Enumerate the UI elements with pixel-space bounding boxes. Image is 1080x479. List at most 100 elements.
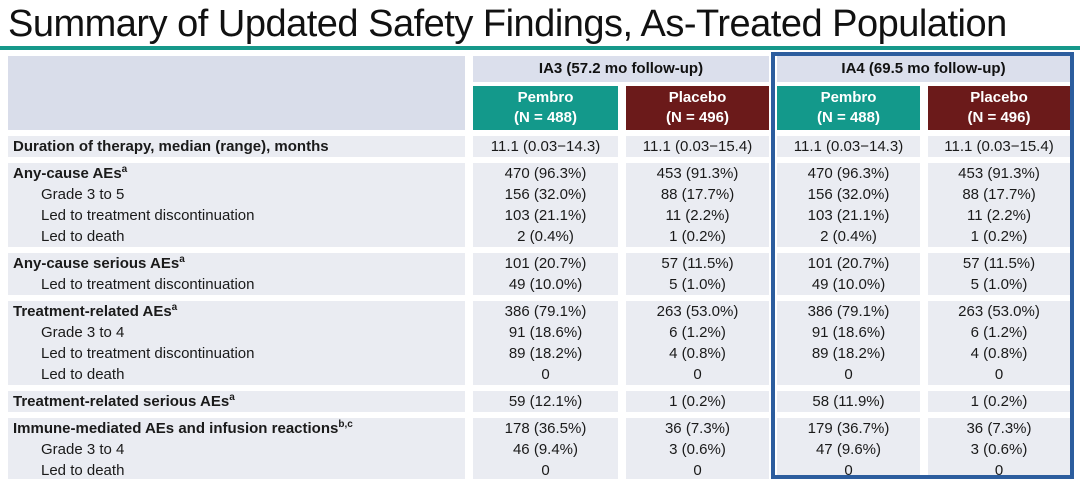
value-cell: 453 (91.3%) bbox=[626, 163, 769, 184]
value-cell: 6 (1.2%) bbox=[626, 322, 769, 343]
value-cell: 1 (0.2%) bbox=[626, 391, 769, 412]
row-label: Led to death bbox=[8, 460, 465, 479]
value-cell: 88 (17.7%) bbox=[928, 184, 1070, 205]
value-cell: 0 bbox=[777, 364, 920, 385]
column-name: Placebo bbox=[970, 89, 1028, 106]
footnote-marker: a bbox=[171, 302, 178, 313]
column-name: Pembro bbox=[517, 89, 574, 106]
value-cell: 11.1 (0.03−14.3) bbox=[473, 136, 618, 157]
value-cell: 3 (0.6%) bbox=[928, 439, 1070, 460]
row-label: Treatment-related serious AEsa bbox=[8, 391, 465, 412]
value-cell: 11.1 (0.03−15.4) bbox=[928, 136, 1070, 157]
value-cell: 5 (1.0%) bbox=[928, 274, 1070, 295]
row-label: Grade 3 to 4 bbox=[8, 439, 465, 460]
value-cell: 4 (0.8%) bbox=[928, 343, 1070, 364]
column-n: (N = 488) bbox=[817, 109, 880, 126]
row-label: Duration of therapy, median (range), mon… bbox=[8, 136, 465, 157]
value-cell: 103 (21.1%) bbox=[473, 205, 618, 226]
value-cell: 0 bbox=[626, 364, 769, 385]
value-cell: 5 (1.0%) bbox=[626, 274, 769, 295]
title-underline bbox=[0, 46, 1080, 50]
column-header-ia3-placebo: Placebo (N = 496) bbox=[626, 86, 769, 130]
value-cell: 179 (36.7%) bbox=[777, 418, 920, 439]
value-cell: 386 (79.1%) bbox=[473, 301, 618, 322]
column-name: Placebo bbox=[668, 89, 727, 106]
column-n: (N = 496) bbox=[967, 109, 1031, 126]
value-cell: 88 (17.7%) bbox=[626, 184, 769, 205]
value-cell: 3 (0.6%) bbox=[626, 439, 769, 460]
column-n: (N = 496) bbox=[666, 109, 729, 126]
value-cell: 0 bbox=[626, 460, 769, 479]
table-row-group: Any-cause AEsa 470 (96.3%) 453 (91.3%) 470 … bbox=[8, 163, 1072, 247]
value-cell: 1 (0.2%) bbox=[626, 226, 769, 247]
column-group-ia4: IA4 (69.5 mo follow-up) bbox=[777, 56, 1070, 82]
column-group-ia3: IA3 (57.2 mo follow-up) bbox=[473, 56, 769, 82]
row-label: Treatment-related AEsa bbox=[8, 301, 465, 322]
column-header-ia3-pembro: Pembro (N = 488) bbox=[473, 86, 618, 130]
value-cell: 0 bbox=[473, 364, 618, 385]
footnote-marker: a bbox=[229, 392, 235, 403]
footnote-marker: a bbox=[179, 254, 185, 265]
table-body: Duration of therapy, median (range), mon… bbox=[8, 136, 1072, 479]
footnote-marker: a bbox=[121, 164, 128, 175]
value-cell: 58 (11.9%) bbox=[777, 391, 920, 412]
value-cell: 49 (10.0%) bbox=[777, 274, 920, 295]
value-cell: 11 (2.2%) bbox=[928, 205, 1070, 226]
value-cell: 46 (9.4%) bbox=[473, 439, 618, 460]
table-row-group: Any-cause serious AEsa 101 (20.7%) 57 (11.… bbox=[8, 253, 1072, 295]
value-cell: 11 (2.2%) bbox=[626, 205, 769, 226]
row-label: Any-cause serious AEsa bbox=[8, 253, 465, 274]
row-label: Grade 3 to 5 bbox=[8, 184, 465, 205]
value-cell: 2 (0.4%) bbox=[473, 226, 618, 247]
table-header: IA3 (57.2 mo follow-up) IA4 (69.5 mo fol… bbox=[8, 56, 1072, 130]
table-row-group: Immune-mediated AEs and infusion reactio… bbox=[8, 418, 1072, 479]
row-label: Led to treatment discontinuation bbox=[8, 205, 465, 226]
value-cell: 386 (79.1%) bbox=[777, 301, 920, 322]
row-label: Any-cause AEsa bbox=[8, 163, 465, 184]
value-cell: 101 (20.7%) bbox=[777, 253, 920, 274]
value-cell: 101 (20.7%) bbox=[473, 253, 618, 274]
row-label: Led to treatment discontinuation bbox=[8, 274, 465, 295]
value-cell: 2 (0.4%) bbox=[777, 226, 920, 247]
table-row-group: Treatment-related AEsa 386 (79.1%) 263 (53… bbox=[8, 301, 1072, 385]
value-cell: 59 (12.1%) bbox=[473, 391, 618, 412]
slide-title: Summary of Updated Safety Findings, As-T… bbox=[8, 3, 1007, 45]
value-cell: 0 bbox=[928, 460, 1070, 479]
row-label: Led to treatment discontinuation bbox=[8, 343, 465, 364]
safety-table: IA3 (57.2 mo follow-up) IA4 (69.5 mo fol… bbox=[0, 50, 1080, 479]
value-cell: 103 (21.1%) bbox=[777, 205, 920, 226]
value-cell: 36 (7.3%) bbox=[626, 418, 769, 439]
table-row-group: Duration of therapy, median (range), mon… bbox=[8, 136, 1072, 157]
value-cell: 156 (32.0%) bbox=[777, 184, 920, 205]
value-cell: 11.1 (0.03−15.4) bbox=[626, 136, 769, 157]
value-cell: 36 (7.3%) bbox=[928, 418, 1070, 439]
value-cell: 1 (0.2%) bbox=[928, 391, 1070, 412]
value-cell: 4 (0.8%) bbox=[626, 343, 769, 364]
value-cell: 1 (0.2%) bbox=[928, 226, 1070, 247]
value-cell: 89 (18.2%) bbox=[473, 343, 618, 364]
table-corner-cell bbox=[8, 56, 465, 130]
value-cell: 47 (9.6%) bbox=[777, 439, 920, 460]
value-cell: 11.1 (0.03−14.3) bbox=[777, 136, 920, 157]
value-cell: 263 (53.0%) bbox=[928, 301, 1070, 322]
column-name: Pembro bbox=[820, 89, 877, 106]
value-cell: 470 (96.3%) bbox=[473, 163, 618, 184]
value-cell: 91 (18.6%) bbox=[473, 322, 618, 343]
column-n: (N = 488) bbox=[514, 109, 577, 126]
value-cell: 91 (18.6%) bbox=[777, 322, 920, 343]
value-cell: 0 bbox=[777, 460, 920, 479]
row-label: Led to death bbox=[8, 364, 465, 385]
value-cell: 263 (53.0%) bbox=[626, 301, 769, 322]
value-cell: 57 (11.5%) bbox=[626, 253, 769, 274]
row-label: Led to death bbox=[8, 226, 465, 247]
value-cell: 0 bbox=[473, 460, 618, 479]
value-cell: 156 (32.0%) bbox=[473, 184, 618, 205]
value-cell: 89 (18.2%) bbox=[777, 343, 920, 364]
footnote-marker: b,c bbox=[338, 419, 353, 430]
value-cell: 49 (10.0%) bbox=[473, 274, 618, 295]
row-label: Grade 3 to 4 bbox=[8, 322, 465, 343]
value-cell: 178 (36.5%) bbox=[473, 418, 618, 439]
value-cell: 453 (91.3%) bbox=[928, 163, 1070, 184]
value-cell: 6 (1.2%) bbox=[928, 322, 1070, 343]
